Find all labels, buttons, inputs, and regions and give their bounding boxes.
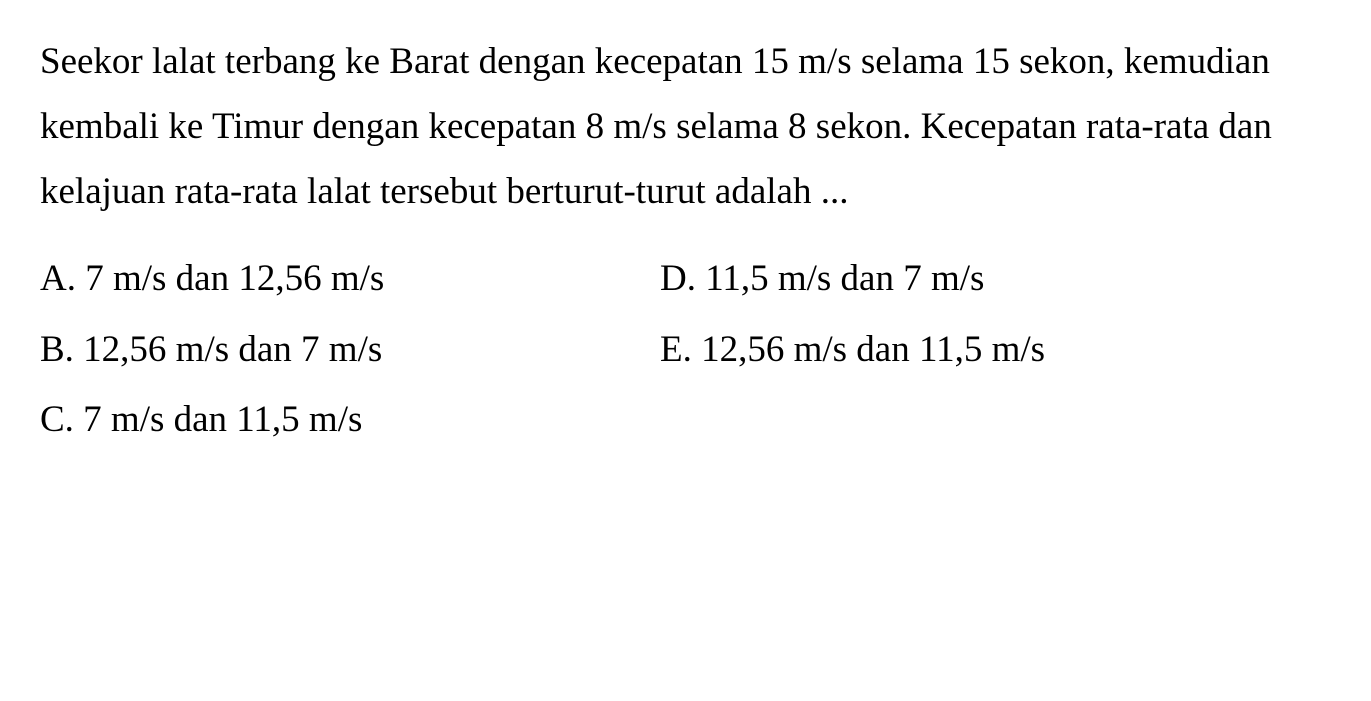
option-row-2: B. 12,56 m/s dan 7 m/s E. 12,56 m/s dan …	[40, 315, 1331, 385]
question-text: Seekor lalat terbang ke Barat dengan kec…	[40, 30, 1331, 224]
option-row-1: A. 7 m/s dan 12,56 m/s D. 11,5 m/s dan 7…	[40, 244, 1331, 314]
option-a: A. 7 m/s dan 12,56 m/s	[40, 244, 660, 314]
option-c: C. 7 m/s dan 11,5 m/s	[40, 385, 660, 455]
options-container: A. 7 m/s dan 12,56 m/s D. 11,5 m/s dan 7…	[40, 244, 1331, 455]
option-d: D. 11,5 m/s dan 7 m/s	[660, 244, 1331, 314]
option-b: B. 12,56 m/s dan 7 m/s	[40, 315, 660, 385]
option-row-3: C. 7 m/s dan 11,5 m/s	[40, 385, 1331, 455]
option-e: E. 12,56 m/s dan 11,5 m/s	[660, 315, 1331, 385]
